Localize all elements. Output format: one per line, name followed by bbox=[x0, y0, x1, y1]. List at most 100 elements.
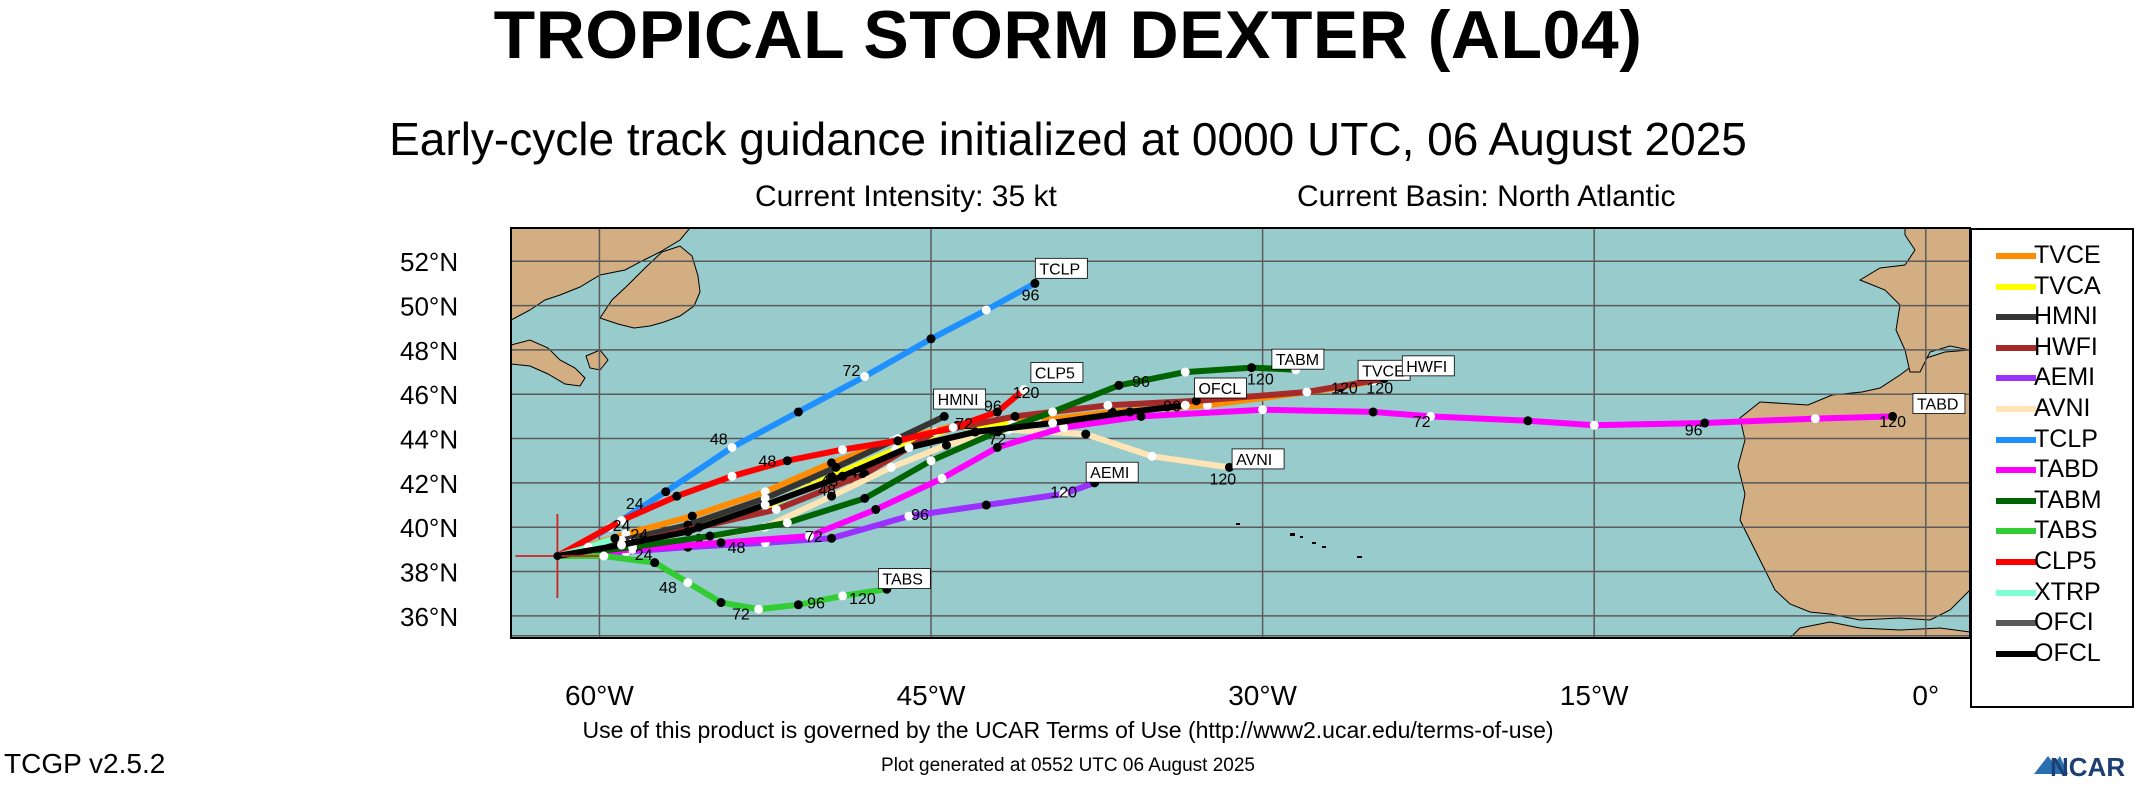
lat-tick-label: 48°N bbox=[400, 336, 458, 366]
current-basin: Current Basin: North Atlantic bbox=[1297, 180, 1676, 213]
track-end-label: TVCE bbox=[1362, 363, 1405, 380]
forecast-hour-label: 96 bbox=[1132, 374, 1150, 391]
track-point bbox=[886, 462, 896, 472]
track-end-label: AEMI bbox=[1090, 465, 1129, 482]
legend-swatch bbox=[1996, 436, 2036, 443]
lat-tick-label: 46°N bbox=[400, 380, 458, 410]
ncar-logo-text: NCAR bbox=[2050, 752, 2125, 780]
track-point bbox=[760, 487, 770, 497]
africa-land bbox=[1789, 621, 1970, 638]
track-point bbox=[1103, 400, 1113, 410]
lat-tick-label: 44°N bbox=[400, 425, 458, 455]
forecast-hour-label: 24 bbox=[635, 547, 653, 564]
plot-generated: Plot generated at 0552 UTC 06 August 202… bbox=[881, 755, 1255, 776]
track-point bbox=[1136, 411, 1146, 421]
track-point bbox=[793, 407, 803, 417]
lon-tick-label: 60°W bbox=[565, 680, 634, 711]
track-point bbox=[970, 427, 980, 437]
page-title: TROPICAL STORM DEXTER (AL04) bbox=[493, 0, 1643, 73]
track-point bbox=[672, 491, 682, 501]
legend-item: TABD bbox=[1972, 454, 2136, 484]
track-point bbox=[1180, 367, 1190, 377]
lon-tick-label: 15°W bbox=[1560, 680, 1629, 711]
forecast-hour-label: 72 bbox=[805, 529, 823, 546]
forecast-hour-label: 24 bbox=[626, 496, 644, 513]
legend-label: CLP5 bbox=[2034, 547, 2097, 575]
track-point bbox=[1125, 407, 1135, 417]
track-point bbox=[838, 471, 848, 481]
track-point bbox=[831, 462, 841, 472]
legend-item: HMNI bbox=[1972, 301, 2136, 331]
legend-item: AEMI bbox=[1972, 362, 2136, 392]
track-end-box bbox=[1030, 362, 1084, 383]
track-point bbox=[871, 504, 881, 514]
france-land bbox=[1858, 228, 1970, 373]
track-point bbox=[926, 456, 936, 466]
tracks-layer bbox=[554, 278, 1898, 614]
track-point bbox=[827, 533, 837, 543]
forecast-hour-label: 120 bbox=[1013, 385, 1040, 402]
legend-label: OFCI bbox=[2034, 608, 2094, 637]
track-end-label: AVNI bbox=[1236, 452, 1272, 469]
legend-swatch bbox=[1996, 314, 2036, 321]
forecast-hour-label: 72 bbox=[732, 607, 750, 624]
track-point bbox=[716, 538, 726, 548]
legend-label: HWFI bbox=[2034, 332, 2098, 361]
page-subtitle: Early-cycle track guidance initialized a… bbox=[389, 113, 1747, 165]
legend-item: XTRP bbox=[1972, 577, 2136, 607]
track-point bbox=[716, 598, 726, 608]
track-point bbox=[992, 407, 1002, 417]
track-point bbox=[760, 493, 770, 503]
track-end-box bbox=[1401, 355, 1455, 377]
lon-tick-label: 30°W bbox=[1228, 680, 1297, 711]
track-point bbox=[1247, 363, 1257, 373]
legend-swatch bbox=[1996, 650, 2036, 657]
track-point bbox=[948, 422, 958, 432]
track-end-label: CLP5 bbox=[1035, 365, 1075, 382]
track-point bbox=[782, 518, 792, 528]
legend-item: OFCL bbox=[1972, 638, 2136, 668]
track-point bbox=[760, 500, 770, 510]
forecast-hour-label: 48 bbox=[659, 580, 677, 597]
forecast-hour-label: 96 bbox=[1685, 423, 1703, 440]
legend-swatch bbox=[1996, 253, 2036, 259]
legend-label: TABS bbox=[2034, 516, 2098, 545]
forecast-hour-label: 120 bbox=[1209, 471, 1236, 488]
init-point bbox=[553, 552, 562, 560]
legend-swatch bbox=[1996, 620, 2036, 627]
track-ofcl bbox=[554, 402, 1189, 559]
legend-swatch bbox=[1996, 467, 2036, 474]
track-point bbox=[727, 442, 737, 452]
current-intensity: Current Intensity: 35 kt bbox=[755, 180, 1057, 213]
track-point bbox=[1810, 414, 1820, 424]
lon-tick-label: 0° bbox=[1912, 680, 1939, 711]
newfoundland-land bbox=[511, 228, 691, 321]
legend-label: TVCE bbox=[2034, 241, 2101, 269]
lat-tick-label: 36°N bbox=[400, 602, 458, 632]
track-point bbox=[981, 500, 991, 510]
grid-lines bbox=[511, 228, 1970, 638]
track-end-box bbox=[1085, 461, 1139, 483]
forecast-hour-label: 96 bbox=[807, 596, 825, 613]
legend-label: TCLP bbox=[2034, 424, 2098, 453]
track-point bbox=[683, 578, 693, 588]
track-point bbox=[1700, 418, 1710, 428]
track-point bbox=[1019, 385, 1029, 395]
forecast-hour-label: 96 bbox=[1163, 398, 1181, 415]
track-point bbox=[1258, 405, 1268, 415]
track-end-box bbox=[1034, 257, 1088, 279]
legend-item: TABM bbox=[1972, 485, 2136, 515]
track-point bbox=[1523, 416, 1533, 426]
track-clp5 bbox=[554, 386, 1027, 559]
track-point bbox=[904, 511, 914, 521]
forecast-hour-label: 120 bbox=[1879, 414, 1906, 431]
track-end-box bbox=[1231, 448, 1285, 470]
track-point bbox=[827, 491, 837, 501]
track-end-box bbox=[877, 568, 931, 589]
forecast-hour-label: 96 bbox=[1022, 287, 1040, 304]
legend-label: AEMI bbox=[2034, 363, 2096, 392]
track-point bbox=[1191, 396, 1201, 406]
legend-item: HWFI bbox=[1972, 332, 2136, 362]
legend: TVCE TVCA HMNI HWFI AEMI AVNI TCLP TABD TABM TABS… bbox=[1970, 228, 2134, 708]
